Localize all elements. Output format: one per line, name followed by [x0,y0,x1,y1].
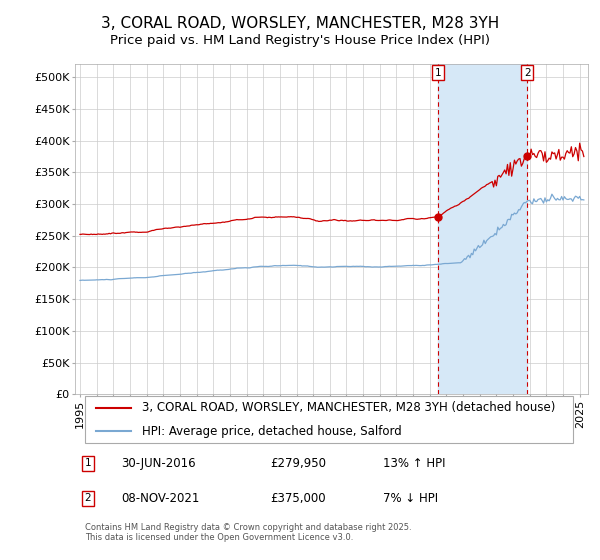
Text: 2: 2 [524,68,530,78]
FancyBboxPatch shape [85,396,572,443]
Text: HPI: Average price, detached house, Salford: HPI: Average price, detached house, Salf… [142,425,401,438]
Bar [438,64,527,394]
Text: 30-JUN-2016: 30-JUN-2016 [121,457,196,470]
Text: 08-NOV-2021: 08-NOV-2021 [121,492,200,505]
Text: 1: 1 [435,68,442,78]
Text: 3, CORAL ROAD, WORSLEY, MANCHESTER, M28 3YH (detached house): 3, CORAL ROAD, WORSLEY, MANCHESTER, M28 … [142,402,555,414]
Text: 3, CORAL ROAD, WORSLEY, MANCHESTER, M28 3YH: 3, CORAL ROAD, WORSLEY, MANCHESTER, M28 … [101,16,499,31]
Text: 1: 1 [85,458,91,468]
Text: 13% ↑ HPI: 13% ↑ HPI [383,457,445,470]
Text: £279,950: £279,950 [270,457,326,470]
Text: 7% ↓ HPI: 7% ↓ HPI [383,492,438,505]
Text: 2: 2 [85,493,91,503]
Text: £375,000: £375,000 [270,492,326,505]
Text: Contains HM Land Registry data © Crown copyright and database right 2025.
This d: Contains HM Land Registry data © Crown c… [85,522,412,542]
Text: Price paid vs. HM Land Registry's House Price Index (HPI): Price paid vs. HM Land Registry's House … [110,34,490,47]
